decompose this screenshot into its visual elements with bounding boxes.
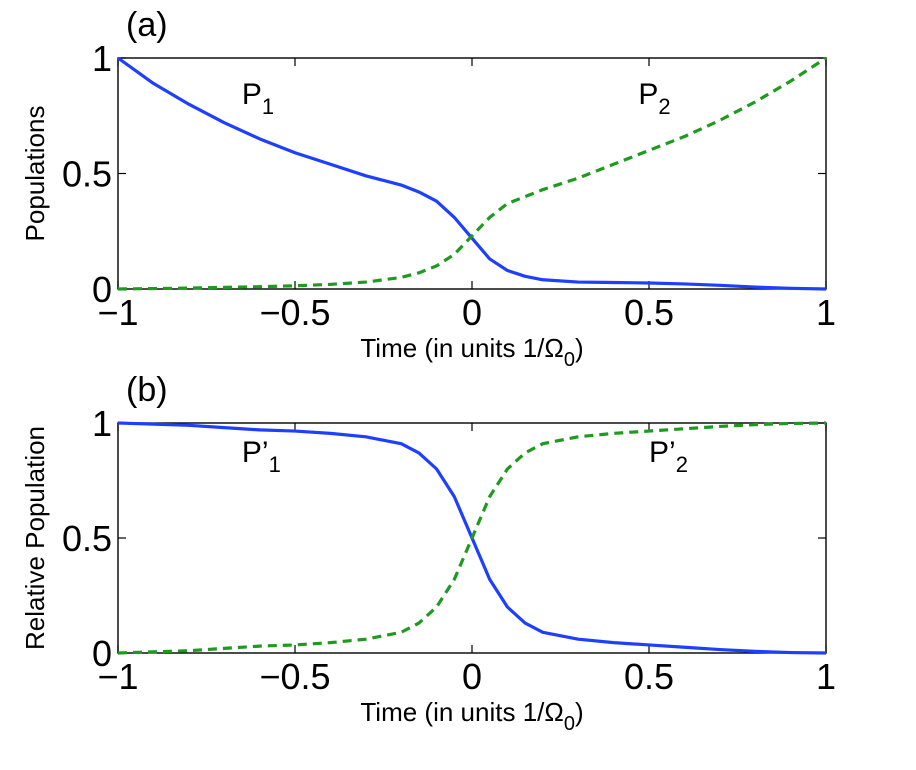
series-label-2: P’2 [649,436,688,477]
x-tick-label: −0.5 [259,656,330,697]
y-axis-label: Relative Population [20,426,50,650]
x-tick-label: 0 [462,656,482,697]
x-axis-label-subscript: 0 [564,349,575,371]
y-tick-label: 0.5 [62,154,112,195]
series-label-main: P [242,78,262,111]
x-axis-label: Time (in units 1/Ω0) [360,697,583,735]
x-tick-label: −1 [97,292,138,333]
x-axis-label: Time (in units 1/Ω0) [360,333,583,371]
x-tick-label: 1 [816,292,836,333]
x-axis-label-tail: ) [575,333,584,363]
chart-panel-b: −1 −0.5 0 0.5 100.51P’1 P’2(b)Time (in units … [20,371,836,735]
x-axis-label-subscript: 0 [564,713,575,735]
series-label-2: P2 [638,78,670,119]
x-tick-label: −0.5 [259,292,330,333]
y-tick-label: 1 [92,403,112,444]
x-axis-label-main: Time (in units 1/Ω [360,697,563,727]
y-tick-label: 1 [92,38,112,79]
series-label-main: P’ [242,436,269,469]
series-label-subscript: 2 [676,452,688,477]
panel-label: (a) [126,6,168,44]
series-line-2 [117,56,827,291]
x-tick-label: −1 [97,656,138,697]
series-label-1: P1 [242,78,274,119]
series-label-1: P’1 [242,436,281,477]
plot-frame [117,57,827,290]
x-tick-label: 0.5 [624,656,674,697]
x-tick-label: 0.5 [624,292,674,333]
series-line-1 [117,56,827,291]
y-axis-label: Populations [20,106,50,242]
series-label-subscript: 2 [658,94,670,119]
series-label-main: P’ [649,436,676,469]
y-tick-label: 0.5 [62,518,112,559]
x-axis-label-main: Time (in units 1/Ω [360,333,563,363]
x-tick-label: 1 [816,656,836,697]
x-tick-label: 0 [462,292,482,333]
series-label-subscript: 1 [262,94,274,119]
series-line-2 [117,421,827,655]
panel-label: (b) [126,371,168,409]
series-label-main: P [638,78,658,111]
series-label-subscript: 1 [269,452,281,477]
y-tick-label: 0 [92,633,112,674]
y-tick-label: 0 [92,269,112,310]
x-axis-label-tail: ) [575,697,584,727]
